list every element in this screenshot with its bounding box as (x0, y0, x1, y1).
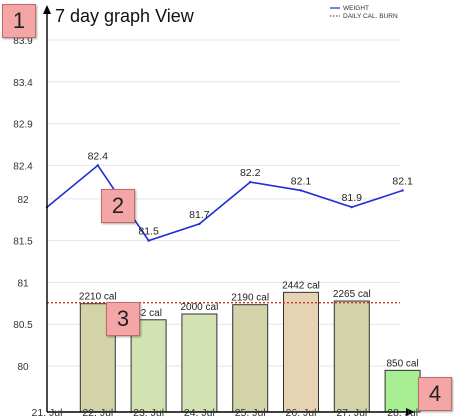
calorie-bar-label: 850 cal (386, 358, 418, 369)
weight-point[interactable] (350, 205, 353, 209)
y-tick-label: 82.9 (13, 120, 33, 131)
calorie-bar-label: 2442 cal (282, 280, 320, 291)
legend-calorie-label: DAILY CAL. BURN (343, 13, 398, 20)
calorie-bar-label: 2000 cal (180, 302, 218, 313)
weight-line (46, 164, 403, 242)
y-tick-label: 83.4 (13, 78, 33, 89)
legend-weight-label: WEIGHT (343, 5, 369, 12)
weight-point-label: 82.1 (291, 175, 312, 187)
x-tick-label: 23. Jul (133, 407, 164, 418)
legend: WEIGHT DAILY CAL. BURN (330, 5, 398, 20)
axes (43, 5, 415, 416)
calorie-bar-label: 82 cal (135, 308, 162, 319)
calorie-bar[interactable] (333, 300, 370, 413)
x-axis-arrow-icon (406, 408, 415, 416)
callout-3: 3 (106, 302, 140, 336)
y-tick-label: 81.5 (13, 237, 33, 248)
calorie-bar[interactable] (232, 304, 269, 413)
x-tick-label: 25. Jul (235, 407, 266, 418)
y-tick-labels: 83.9 83.4 82.9 82.4 82 81.5 81 80.5 80 (13, 36, 33, 373)
calorie-bar[interactable] (283, 291, 319, 413)
weight-point[interactable] (198, 222, 201, 226)
y-tick-label: 81 (17, 278, 29, 289)
weight-point-label: 81.5 (138, 226, 159, 238)
weight-point[interactable] (249, 180, 252, 184)
calorie-bar[interactable] (384, 369, 421, 413)
x-tick-labels: 21. Jul 22. Jul 23. Jul 24. Jul 25. Jul 26. J… (32, 407, 419, 418)
calorie-bar[interactable] (181, 313, 218, 413)
y-axis-arrow-icon (43, 5, 51, 14)
weight-point-label: 82.1 (392, 175, 413, 187)
weight-point-label: 82.2 (240, 167, 261, 179)
y-tick-label: 80 (17, 362, 29, 373)
x-tick-label: 22. Jul (82, 407, 113, 418)
weight-point[interactable] (299, 189, 303, 192)
weight-point-label: 82.4 (88, 150, 109, 162)
y-tick-label: 83.9 (13, 36, 33, 47)
callout-4: 4 (418, 377, 452, 411)
callout-2: 2 (101, 189, 135, 223)
calorie-bar-label: 2190 cal (231, 293, 269, 304)
page-title: 7 day graph View (55, 6, 195, 26)
weight-point[interactable] (96, 164, 100, 167)
y-tick-label: 82.4 (13, 161, 33, 172)
x-tick-label: 28. Jul (387, 407, 418, 418)
weight-point-label: 81.7 (189, 209, 210, 221)
calorie-bar-label: 2210 cal (79, 292, 117, 303)
weight-point[interactable] (401, 189, 404, 192)
x-tick-label: 21. Jul (32, 407, 63, 418)
weight-point-label: 81.9 (342, 192, 363, 204)
x-tick-label: 24. Jul (184, 407, 215, 418)
weight-point[interactable] (147, 239, 150, 242)
y-tick-label: 82 (17, 195, 29, 206)
x-tick-label: 26. Jul (286, 407, 317, 418)
calorie-bar-label: 2265 cal (333, 289, 371, 300)
y-tick-label: 80.5 (13, 320, 33, 331)
x-tick-label: 27. Jul (336, 407, 367, 418)
callout-1: 1 (2, 4, 36, 38)
